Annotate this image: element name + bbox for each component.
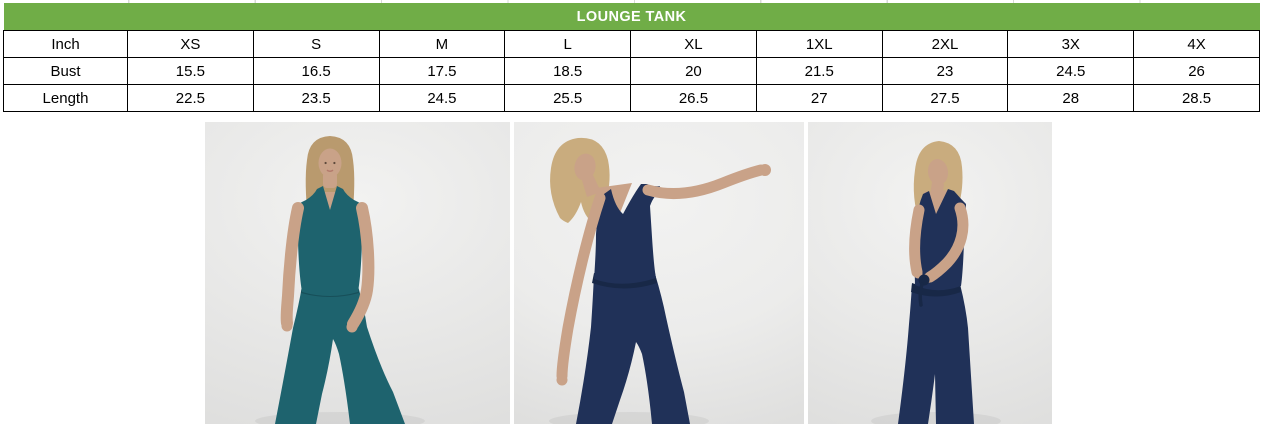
size-chart-cell: XL — [630, 30, 757, 58]
size-chart-cell: 3X — [1007, 30, 1135, 58]
back-arm — [909, 204, 925, 278]
size-chart-cell: 22.5 — [127, 84, 254, 112]
lips — [326, 169, 334, 173]
front-arm — [924, 202, 969, 283]
size-chart-cell: 21.5 — [755, 57, 883, 85]
right-eye — [333, 161, 336, 165]
left-eye — [324, 161, 327, 165]
product-photo-arm-extended — [514, 122, 804, 424]
size-chart-cell: XS — [127, 30, 254, 58]
pants — [275, 286, 405, 424]
face — [574, 153, 596, 181]
size-chart-cell: 23.5 — [252, 84, 380, 112]
fist — [759, 164, 771, 176]
size-chart-cell: L — [504, 30, 632, 58]
size-chart-cell: 2XL — [881, 30, 1009, 58]
waist-tie-tail — [918, 282, 924, 307]
size-chart-cell: 27 — [755, 84, 883, 112]
size-chart-cell: 24.5 — [378, 84, 506, 112]
model-illustration-front — [255, 136, 425, 424]
size-chart-cell: 20 — [630, 57, 757, 85]
product-photo-side — [808, 122, 1052, 424]
right-hand — [281, 320, 293, 332]
face — [927, 159, 949, 185]
right-arm — [280, 202, 304, 329]
waist-tie-knot — [918, 274, 930, 286]
tank-top — [594, 184, 660, 284]
pants — [898, 284, 974, 424]
model-illustration-side — [871, 141, 1001, 424]
extended-arm — [642, 164, 767, 200]
size-chart-row: Bust 15.5 16.5 17.5 18.5 20 21.5 23 24.5 26 — [3, 57, 1260, 85]
hair-front — [316, 141, 344, 155]
size-chart-cell: 28.5 — [1133, 84, 1260, 112]
size-chart-cell: 24.5 — [1007, 57, 1135, 85]
hand — [556, 374, 568, 386]
size-chart-cell: 16.5 — [252, 57, 380, 85]
unit-header-cell: Inch — [3, 30, 128, 58]
size-chart-table: LOUNGE TANK Inch XS S M L XL 1XL 2XL 3X 4X Bust 15.… — [3, 3, 1260, 112]
size-chart-cell: 4X — [1133, 30, 1260, 58]
spreadsheet-gridline-strip — [3, 0, 1261, 3]
size-chart-cell: 25.5 — [504, 84, 632, 112]
size-chart-body: Inch XS S M L XL 1XL 2XL 3X 4X Bust 15.5 16.5 17.5 18.… — [3, 30, 1260, 112]
face — [318, 148, 342, 178]
left-arm — [347, 202, 375, 330]
left-hand — [346, 321, 358, 333]
size-chart-cell: 1XL — [755, 30, 883, 58]
product-photo-front — [205, 122, 510, 424]
size-chart-cell: 26 — [1133, 57, 1260, 85]
size-chart-title-row: LOUNGE TANK — [3, 3, 1260, 31]
size-chart-cell: 23 — [881, 57, 1009, 85]
size-chart-title: LOUNGE TANK — [3, 3, 1260, 31]
size-chart-cell: S — [252, 30, 380, 58]
size-chart-cell: 27.5 — [881, 84, 1009, 112]
row-label-cell: Length — [3, 84, 128, 112]
size-chart-cell: 17.5 — [378, 57, 506, 85]
size-chart-cell: M — [378, 30, 506, 58]
product-photo-row — [205, 122, 1264, 424]
size-chart-row: Length 22.5 23.5 24.5 25.5 26.5 27 27.5 28 28.5 — [3, 84, 1260, 112]
row-label-cell: Bust — [3, 57, 128, 85]
pants — [576, 274, 690, 424]
tank-top — [914, 189, 966, 291]
size-chart-cell: 15.5 — [127, 57, 254, 85]
size-chart-row: Inch XS S M L XL 1XL 2XL 3X 4X — [3, 30, 1260, 58]
size-chart-cell: 26.5 — [630, 84, 757, 112]
size-chart-cell: 18.5 — [504, 57, 632, 85]
size-chart-cell: 28 — [1007, 84, 1135, 112]
lowered-arm — [556, 192, 606, 382]
tank-top — [295, 186, 365, 296]
model-illustration-arm-extended — [549, 137, 771, 424]
